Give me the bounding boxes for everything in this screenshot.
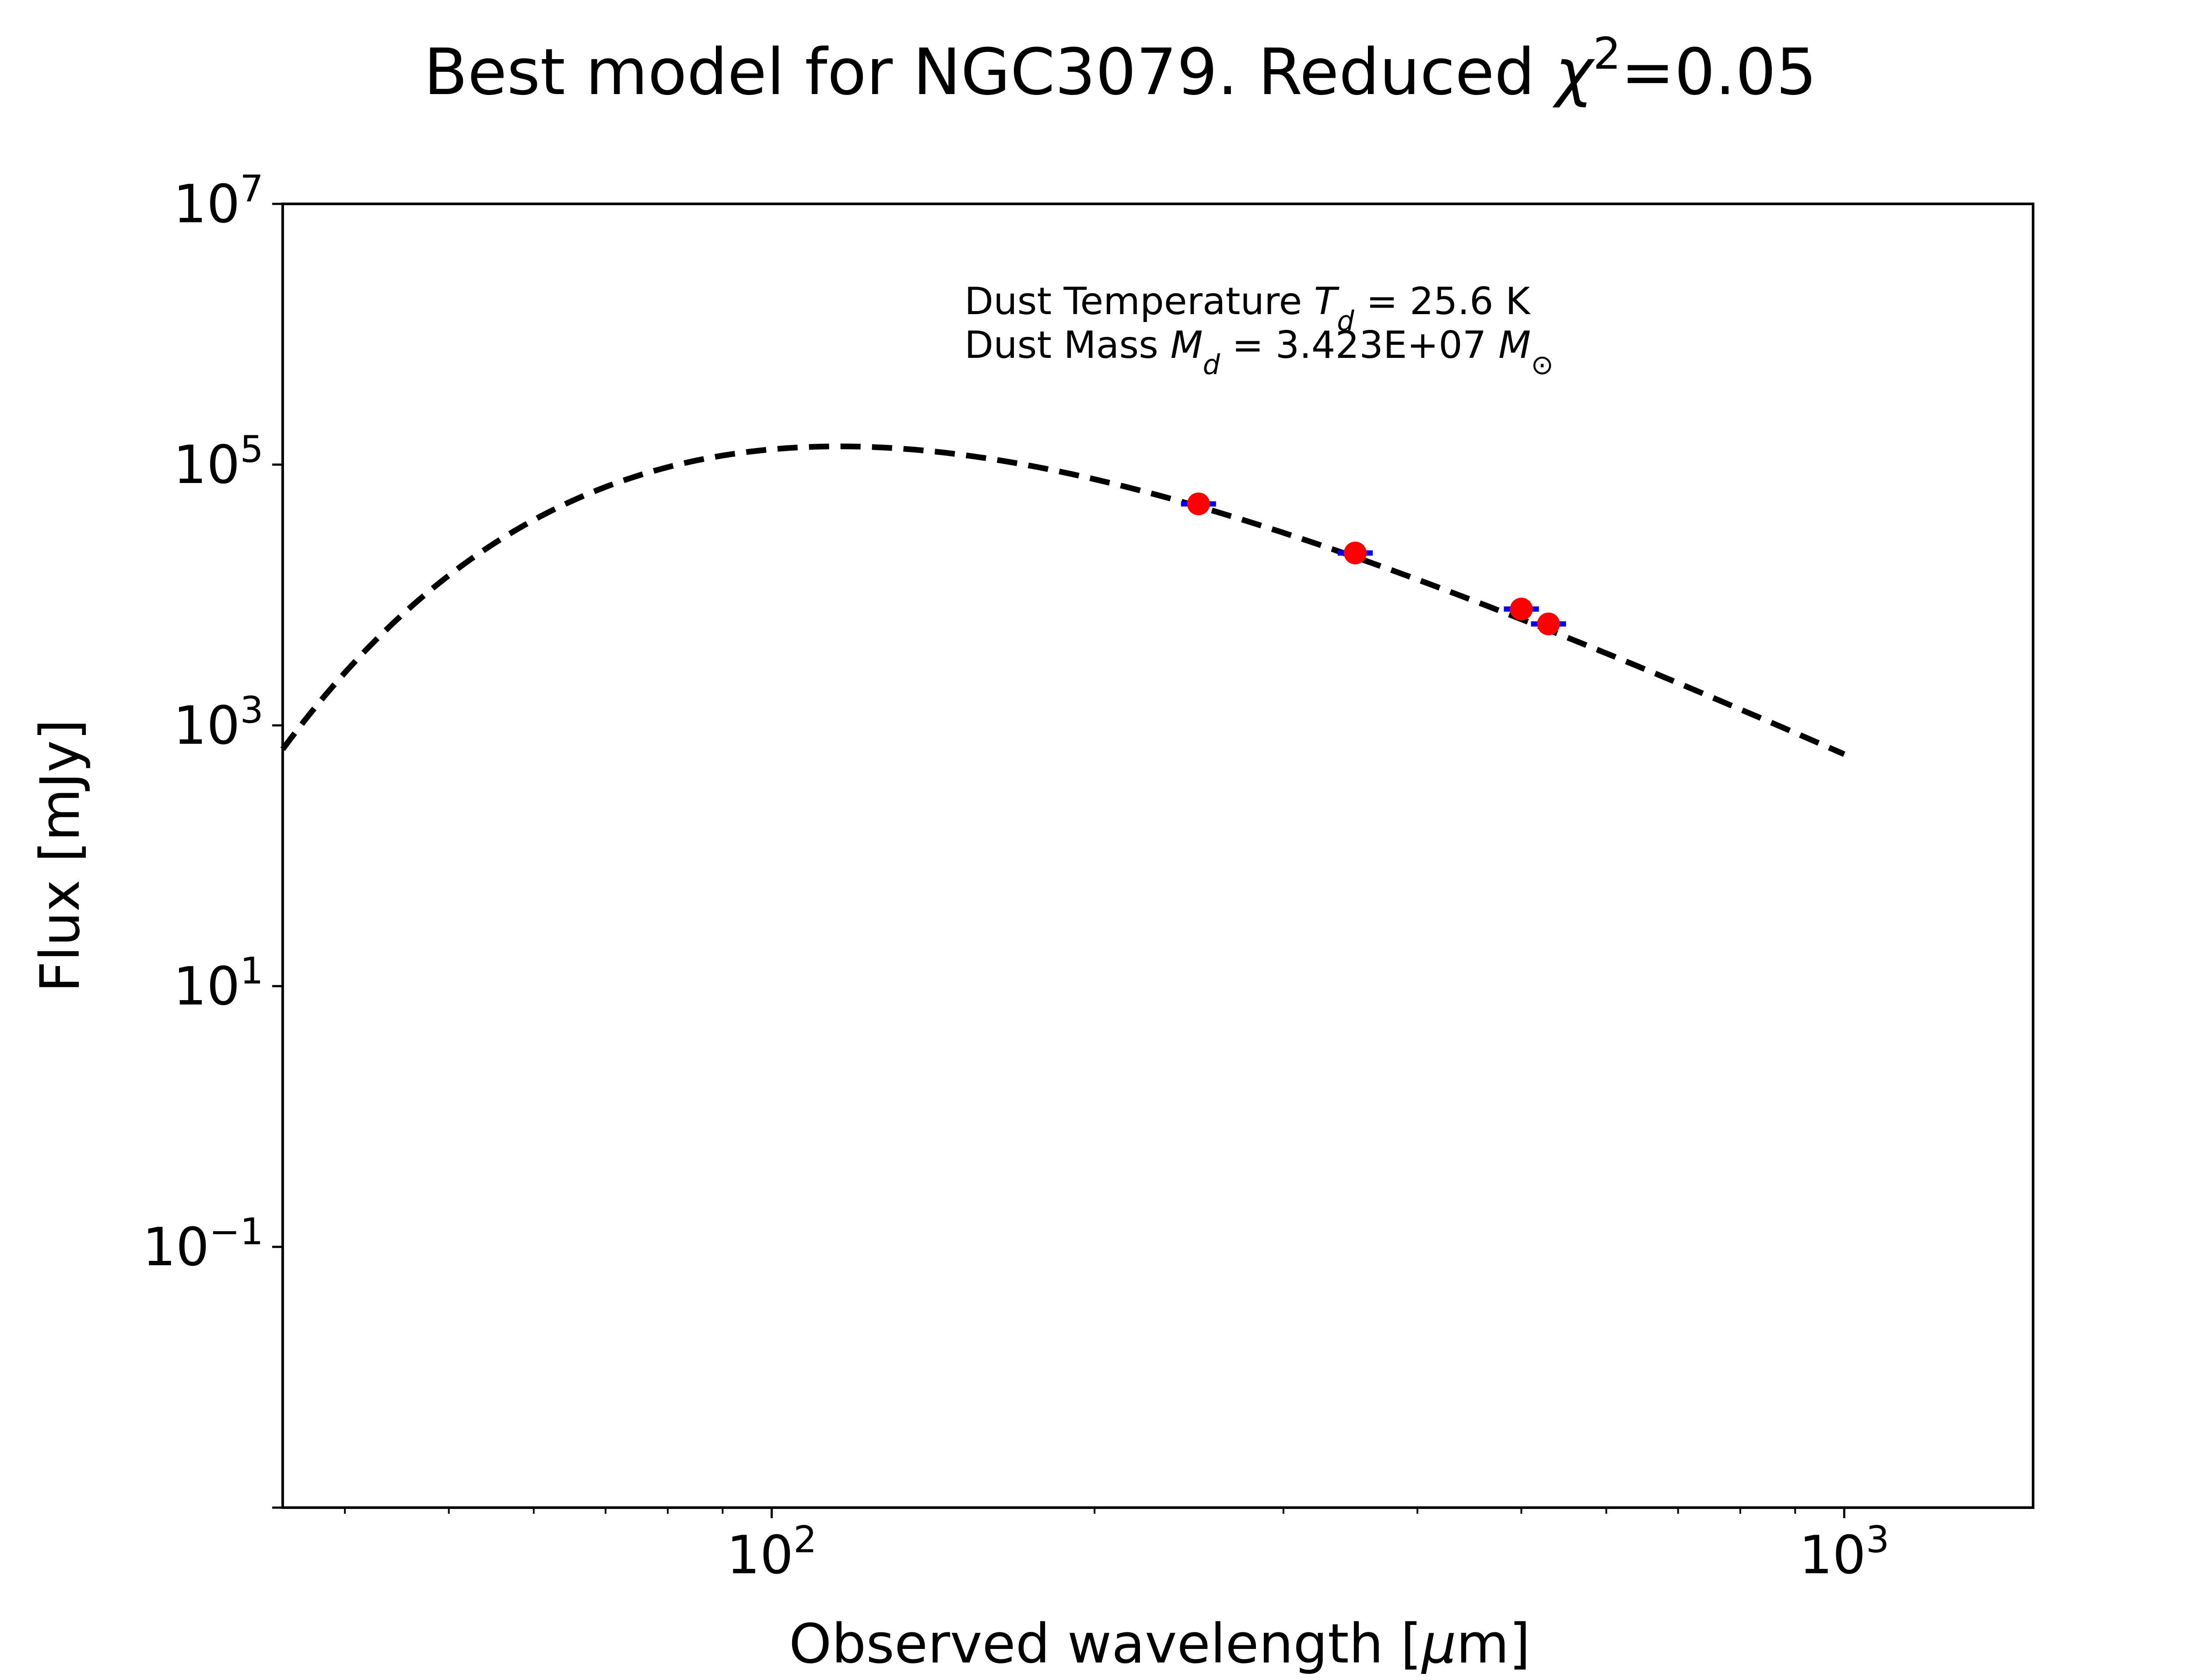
x-tick-label: 103: [1799, 1518, 1889, 1586]
annotation-temperature: Dust Temperature Td = 25.6 K: [964, 280, 1531, 337]
data-point: [1510, 598, 1533, 621]
model-curve: [280, 443, 1846, 757]
x-tick-label: 102: [726, 1518, 817, 1586]
plot-area: [281, 203, 2034, 1509]
x-axis-ticks: [344, 1508, 1845, 1518]
y-axis-label: Flux [mJy]: [29, 719, 92, 993]
data-point: [1343, 541, 1367, 564]
title-chi: χ: [1552, 35, 1595, 109]
title-suffix: =0.05: [1621, 35, 1816, 109]
y-tick-label: 107: [173, 167, 263, 235]
x-axis-tick-labels: 102 103: [726, 1518, 1889, 1586]
y-tick-label: 105: [173, 428, 263, 496]
y-tick-label: 10−1: [142, 1210, 263, 1278]
annotation-mass: Dust Mass Md = 3.423E+07 M⊙: [964, 323, 1553, 381]
title-prefix: Best model for NGC3079. Reduced: [424, 35, 1555, 109]
data-point: [1537, 612, 1560, 636]
chart-title: Best model for NGC3079. Reduced χ2=0.05: [424, 28, 1816, 110]
title-sup: 2: [1593, 28, 1621, 79]
y-axis-tick-labels: 107 105 103 101 10−1: [142, 167, 263, 1278]
y-axis-ticks: [272, 203, 283, 1509]
data-point: [1187, 492, 1210, 515]
data-points: [1187, 492, 1560, 636]
y-tick-label: 101: [173, 949, 263, 1017]
y-tick-label: 103: [173, 689, 263, 756]
x-axis-label: Observed wavelength [μm]: [789, 1613, 1530, 1676]
